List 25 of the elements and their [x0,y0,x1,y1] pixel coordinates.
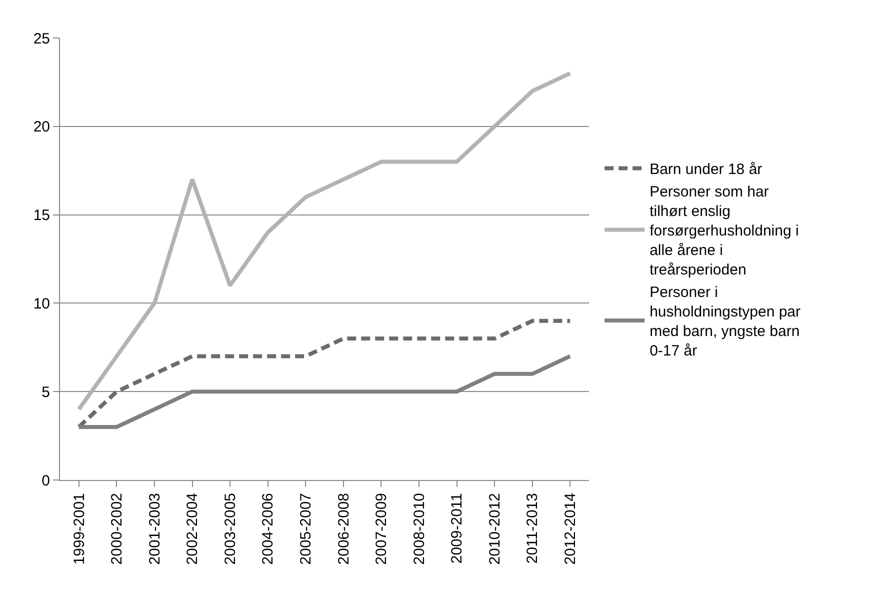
x-tick-label: 2002-2004 [184,493,202,565]
legend-label: Personer som har tilhørt enslig forsørgerhusholdning i alle årene i treårsperioden [650,184,799,279]
legend-label: Personer i husholdningstypen par med barn, yngste barn 0-17 år [650,284,801,360]
x-tick-label: 2009-2011 [448,493,466,564]
line-series [76,318,572,429]
x-tick-label: 2012-2014 [562,493,579,565]
y-tick-label: 20 [33,118,50,136]
x-tick-label: 2005-2007 [297,493,314,565]
line-series [76,71,572,412]
legend-label: Barn under 18 år [650,161,762,178]
x-tick-label: 2000-2002 [108,493,126,565]
y-tick-label: 5 [42,384,50,401]
x-tick-label: 2004-2006 [260,493,277,565]
y-tick-label: 10 [33,295,50,312]
x-tick-label: 2003-2005 [222,493,239,565]
x-tick-label: 2011-2013 [524,493,542,564]
x-tick-label: 2008-2010 [410,493,428,565]
y-tick-label: 0 [42,472,50,490]
x-tick-label: 1999-2001 [70,493,88,565]
y-tick-label: 15 [33,207,50,224]
x-tick-label: 2001-2003 [146,493,164,565]
x-tick-label: 2010-2012 [486,493,504,565]
x-tick-label: 2007-2009 [373,493,390,565]
y-tick-label: 25 [33,30,50,48]
x-tick-label: 2006-2008 [335,493,352,565]
